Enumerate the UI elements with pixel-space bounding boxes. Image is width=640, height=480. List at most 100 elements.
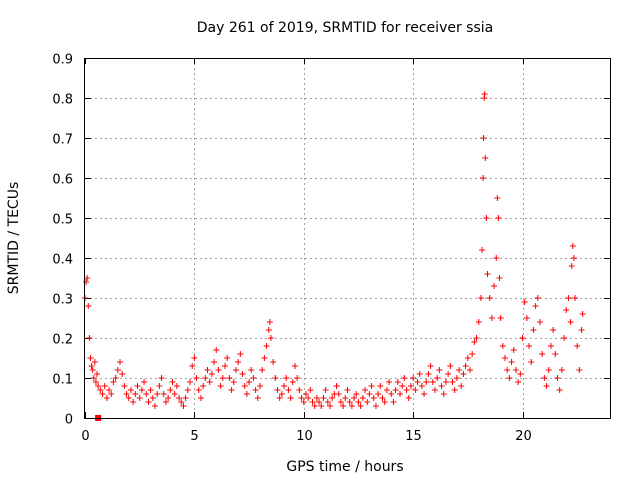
data-point: [462, 363, 469, 369]
data-point: [545, 367, 552, 373]
data-point: [552, 351, 559, 357]
data-point: [276, 395, 283, 401]
data-point: [497, 315, 504, 321]
data-point: [519, 335, 526, 341]
data-point: [176, 395, 183, 401]
y-tick-label: 0.6: [52, 173, 73, 188]
data-point: [445, 371, 452, 377]
data-point: [390, 399, 397, 405]
data-point: [270, 359, 277, 365]
data-point: [451, 387, 458, 393]
data-point: [541, 375, 548, 381]
data-point: [556, 387, 563, 393]
data-point: [165, 395, 172, 401]
y-axis-label: SRMTID / TECUs: [6, 182, 22, 295]
data-point: [136, 395, 143, 401]
data-point: [512, 367, 519, 373]
data-point: [416, 371, 423, 377]
x-tick-label: 15: [405, 429, 422, 444]
data-point: [375, 391, 382, 397]
data-point: [348, 403, 355, 409]
data-point: [353, 391, 360, 397]
data-point: [156, 383, 163, 389]
data-point: [482, 155, 489, 161]
data-point: [302, 391, 309, 397]
data-point: [91, 359, 98, 365]
data-point: [414, 379, 421, 385]
data-point: [479, 247, 486, 253]
data-point: [294, 375, 301, 381]
y-tick-label: 0.8: [52, 93, 73, 108]
data-point: [418, 383, 425, 389]
data-point: [483, 215, 490, 221]
data-point: [287, 395, 294, 401]
data-point: [484, 271, 491, 277]
data-point: [289, 379, 296, 385]
data-point: [232, 367, 239, 373]
x-axis-label: GPS time / hours: [286, 459, 403, 475]
data-point: [434, 375, 441, 381]
data-point: [281, 383, 288, 389]
data-point: [329, 395, 336, 401]
data-point: [386, 379, 393, 385]
data-point: [267, 335, 274, 341]
data-point: [97, 387, 104, 393]
x-tick-label: 10: [296, 429, 313, 444]
data-point: [423, 379, 430, 385]
data-point: [171, 391, 178, 397]
data-point: [318, 403, 325, 409]
data-point: [579, 311, 586, 317]
data-point: [265, 327, 272, 333]
y-tick-label: 0.3: [52, 293, 73, 308]
data-point: [152, 403, 158, 409]
x-tick-label: 0: [81, 429, 89, 444]
data-point: [379, 395, 386, 401]
data-point: [257, 383, 263, 389]
data-point: [235, 359, 242, 365]
data-point: [394, 379, 401, 385]
data-point: [432, 387, 438, 393]
data-point: [567, 319, 574, 325]
data-point: [569, 243, 576, 249]
data-point: [547, 343, 554, 349]
data-point: [370, 395, 377, 401]
data-point: [134, 383, 141, 389]
data-point: [355, 399, 362, 405]
data-point: [351, 395, 358, 401]
data-point: [506, 375, 513, 381]
data-point: [366, 391, 373, 397]
data-point: [570, 255, 577, 261]
plot-frame: [84, 58, 611, 419]
data-point: [324, 399, 331, 405]
data-point: [263, 343, 270, 349]
data-point: [473, 335, 480, 341]
data-point: [147, 387, 154, 393]
y-tick-label: 0.7: [52, 133, 73, 148]
data-point: [403, 387, 410, 393]
data-point: [87, 355, 94, 361]
data-point: [215, 367, 222, 373]
data-point: [119, 371, 126, 377]
data-point: [568, 263, 575, 269]
data-point: [488, 315, 495, 321]
data-point: [340, 403, 347, 409]
data-point: [327, 403, 333, 409]
data-point: [184, 387, 191, 393]
data-point: [477, 295, 484, 301]
data-point: [322, 387, 329, 393]
data-point: [123, 391, 130, 397]
data-point: [158, 375, 165, 381]
data-point: [106, 387, 113, 393]
data-point: [504, 367, 511, 373]
data-point: [189, 363, 196, 369]
data-point: [202, 375, 209, 381]
data-point: [449, 379, 456, 385]
data-point: [453, 375, 460, 381]
data-point: [469, 351, 476, 357]
data-point: [92, 379, 99, 385]
data-point: [572, 295, 578, 301]
data-point: [197, 395, 204, 401]
data-point: [121, 383, 128, 389]
data-point: [228, 387, 235, 393]
data-point: [167, 387, 174, 393]
